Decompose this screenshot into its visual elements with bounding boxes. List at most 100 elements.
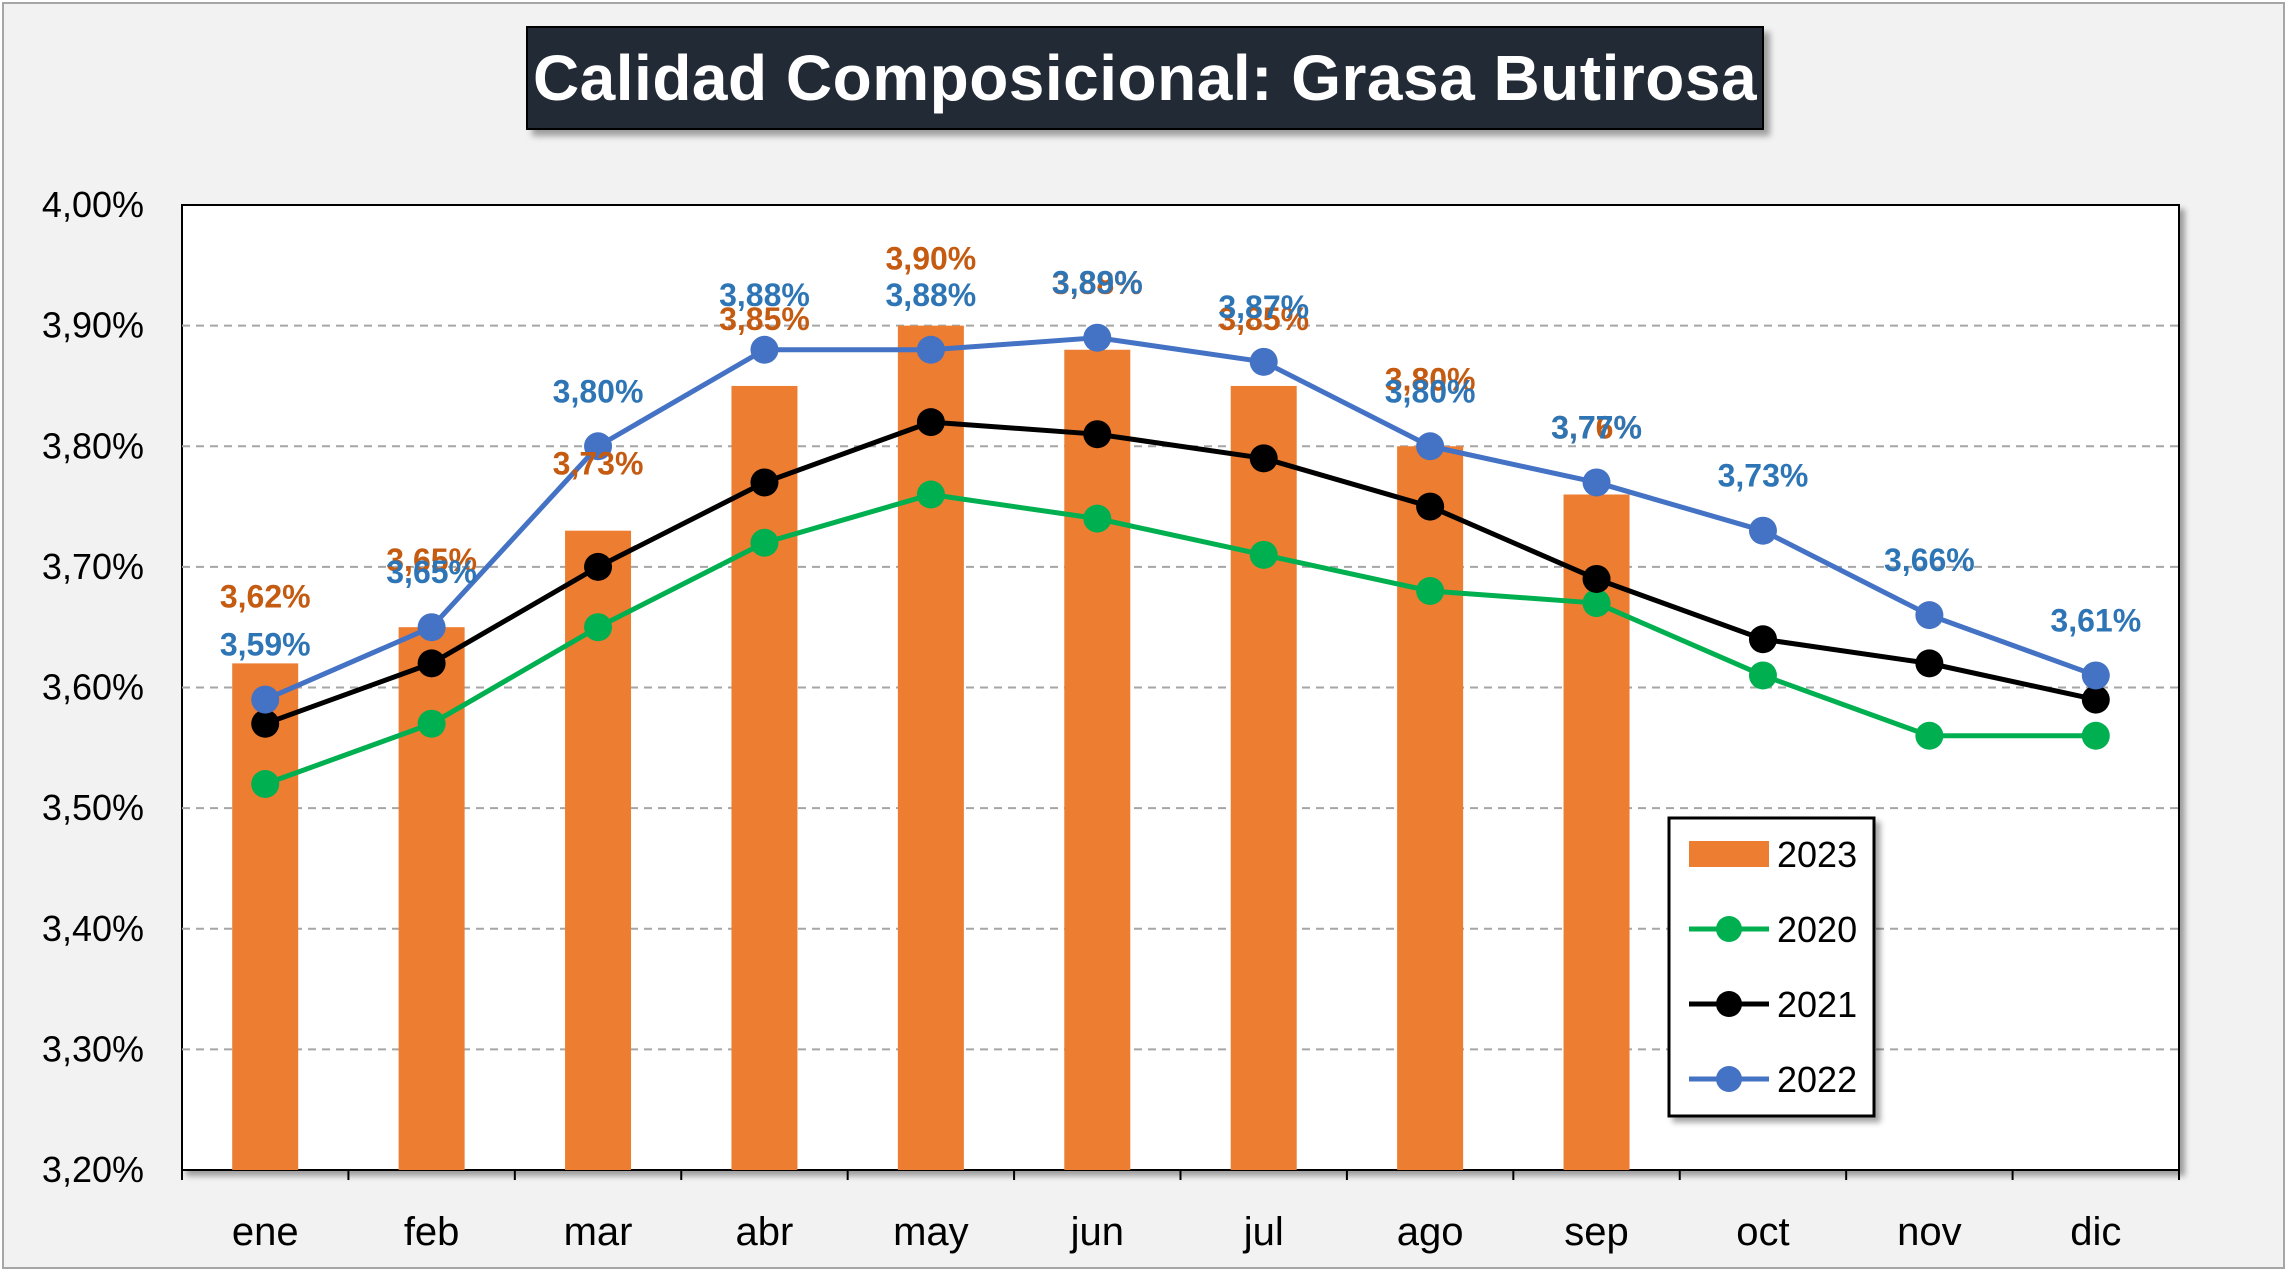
- bar-2023: [1064, 349, 1131, 1170]
- y-tick-label: 3,20%: [42, 1149, 144, 1190]
- legend-label-2022: 2022: [1777, 1059, 1857, 1100]
- data-label-2022: 3,65%: [386, 554, 477, 590]
- legend-marker-2022: [1716, 1066, 1742, 1092]
- x-tick-label: jul: [1243, 1210, 1284, 1254]
- y-tick-label: 3,90%: [42, 305, 144, 346]
- x-tick-label: sep: [1564, 1210, 1629, 1254]
- legend-box: [1667, 816, 1876, 1118]
- bar-2023: [1397, 446, 1464, 1170]
- point-2020: [2081, 721, 2110, 750]
- point-2022: [1582, 468, 1611, 497]
- data-label-2023: 3,85%: [719, 301, 810, 337]
- point-2021: [750, 468, 779, 497]
- x-tick-label: nov: [1897, 1210, 1962, 1254]
- point-2021: [417, 649, 446, 678]
- point-2022: [1915, 601, 1944, 630]
- point-2020: [1083, 504, 1112, 533]
- point-2021: [1249, 444, 1278, 473]
- x-tick-label: feb: [404, 1210, 460, 1254]
- bar-2023: [1230, 385, 1297, 1170]
- bar-2023: [232, 663, 299, 1170]
- data-labels: 3,62%3,65%3,73%3,85%3,90%3,88%3,85%3,80%…: [220, 241, 2141, 663]
- y-tick-label: 3,40%: [42, 908, 144, 949]
- data-label-2023: 3,88%: [1052, 265, 1143, 301]
- line-2020: [264, 492, 2096, 787]
- point-2021: [2081, 685, 2110, 714]
- chart-title-box: Calidad Composicional: Grasa Butirosa: [526, 26, 1764, 130]
- data-label-2022: 3,77%: [1551, 409, 1642, 445]
- legend-label-2023: 2023: [1777, 834, 1857, 875]
- point-2020: [1915, 721, 1944, 750]
- line-2021: [264, 419, 2097, 727]
- point-2022: [1249, 347, 1278, 376]
- data-label-2022: 3,80%: [553, 373, 644, 409]
- point-2022: [251, 685, 280, 714]
- legend-swatch-2023: [1689, 841, 1769, 867]
- y-tick-label: 3,30%: [42, 1028, 144, 1069]
- point-2022: [750, 335, 779, 364]
- y-tick-label: 3,60%: [42, 667, 144, 708]
- data-label-2023: 3,76%: [1551, 410, 1642, 446]
- legend-marker-2021: [1716, 991, 1742, 1017]
- data-label-2023: 3,80%: [1385, 361, 1476, 397]
- point-2021: [584, 552, 613, 581]
- point-2020: [916, 480, 945, 509]
- legend-label-2021: 2021: [1777, 984, 1857, 1025]
- point-2020: [1416, 577, 1445, 605]
- point-2021: [916, 408, 945, 437]
- data-label-2022: 3,80%: [1385, 373, 1476, 409]
- y-tick-label: 3,50%: [42, 787, 144, 828]
- data-label-2022: 3,73%: [1718, 458, 1809, 494]
- y-axis-ticks: 3,20% 3,30% 3,40% 3,50% 3,60% 3,70% 3,80% 3,90%…: [42, 184, 144, 1190]
- point-2020: [1748, 661, 1777, 690]
- data-label-2022: 3,61%: [2050, 602, 2141, 638]
- x-axis: ene feb mar abr may jun jul ago sep oct nov dic: [181, 1170, 2180, 1254]
- data-label-2022: 3,59%: [220, 627, 311, 663]
- point-2020: [1249, 540, 1278, 569]
- data-label-2023: 3,85%: [1218, 301, 1309, 337]
- point-2022: [1083, 323, 1112, 352]
- data-label-2023: 3,62%: [220, 578, 311, 614]
- point-2020: [1582, 589, 1611, 618]
- data-label-2022: 3,66%: [1884, 542, 1975, 578]
- y-tick-label: 4,00%: [42, 184, 144, 225]
- point-2020: [251, 770, 280, 798]
- point-2021: [251, 709, 280, 738]
- point-2021: [1915, 649, 1944, 678]
- x-tick-label: abr: [736, 1210, 794, 1254]
- line-2022: [264, 335, 2097, 702]
- x-tick-label: jun: [1070, 1210, 1124, 1254]
- point-2021: [1083, 420, 1112, 449]
- data-label-2022: 3,88%: [719, 277, 810, 313]
- data-label-2022: 3,88%: [886, 277, 977, 313]
- chart-title: Calidad Composicional: Grasa Butirosa: [532, 42, 1758, 114]
- point-2022: [1748, 516, 1777, 545]
- x-tick-label: oct: [1736, 1210, 1789, 1254]
- data-label-2023: 3,65%: [386, 542, 477, 578]
- point-2022: [417, 613, 446, 642]
- x-tick-label: ago: [1397, 1210, 1464, 1254]
- x-tick-label: mar: [564, 1210, 633, 1254]
- line-series: [251, 323, 2110, 798]
- point-2021: [1416, 492, 1445, 521]
- y-tick-label: 3,80%: [42, 425, 144, 466]
- legend-marker-2020: [1716, 916, 1742, 942]
- x-tick-label: may: [893, 1210, 969, 1254]
- point-2022: [916, 335, 945, 364]
- data-label-2022: 3,89%: [1052, 265, 1143, 301]
- point-2020: [417, 709, 446, 738]
- x-tick-label: ene: [232, 1210, 299, 1254]
- point-2021: [1582, 564, 1611, 593]
- data-label-2022: 3,87%: [1218, 289, 1309, 325]
- point-2022: [584, 432, 613, 461]
- point-2022: [1416, 432, 1445, 461]
- bar-2023: [731, 385, 798, 1170]
- data-label-2023: 3,73%: [553, 446, 644, 482]
- data-label-2023: 3,90%: [886, 241, 977, 277]
- point-2020: [750, 528, 779, 557]
- bar-2023: [897, 325, 964, 1170]
- x-tick-label: dic: [2070, 1210, 2121, 1254]
- y-tick-label: 3,70%: [42, 546, 144, 587]
- legend-label-2020: 2020: [1777, 909, 1857, 950]
